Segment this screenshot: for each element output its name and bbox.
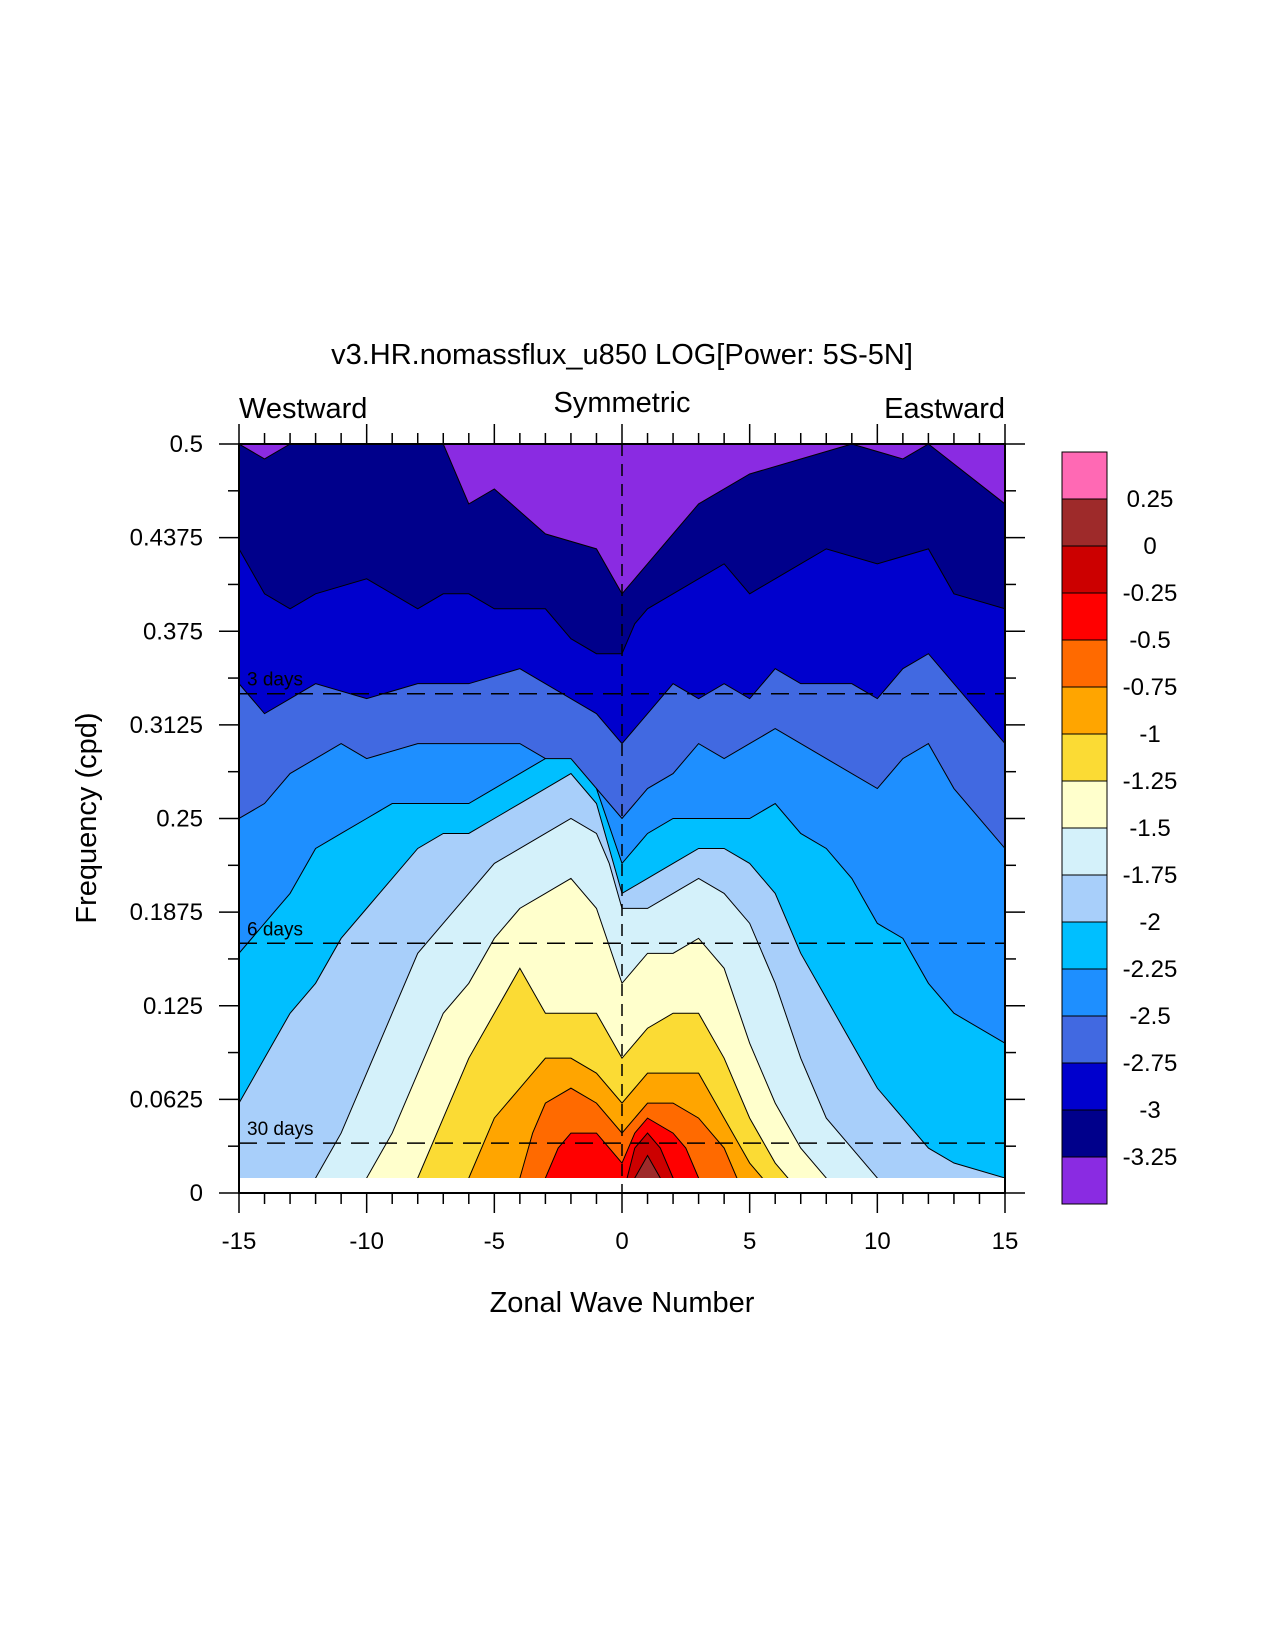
y-tick-label: 0.1875 [130, 899, 203, 926]
y-tick-label: 0.0625 [130, 1086, 203, 1113]
top-label-symmetric: Symmetric [554, 387, 691, 419]
colorbar-box-3 [1061, 592, 1108, 641]
colorbar-box-7 [1061, 780, 1108, 829]
colorbar-box-1 [1061, 498, 1108, 547]
colorbar-label-7: -1.5 [1129, 815, 1170, 842]
colorbar-label-10: -2.25 [1123, 956, 1178, 983]
x-tick-label: 0 [615, 1228, 628, 1255]
colorbar-box-4 [1061, 639, 1108, 688]
x-tick-label: 10 [864, 1228, 891, 1255]
y-tick-label: 0.25 [156, 806, 203, 833]
x-tick-label: 5 [743, 1228, 756, 1255]
colorbar-box-15 [1061, 1156, 1108, 1205]
colorbar: 0.25 0 -0.25 -0.5 -0.75 -1 -1.25 -1.5 -1.75 -2 -2.… [1061, 451, 1178, 1205]
y-axis-title: Frequency (cpd) [71, 712, 103, 923]
x-tick-label: 15 [992, 1228, 1019, 1255]
colorbar-label-1: 0 [1143, 533, 1156, 560]
x-tick-label: -10 [349, 1228, 384, 1255]
colorbar-label-0: 0.25 [1127, 486, 1174, 513]
period-label-1: 6 days [247, 919, 303, 940]
colorbar-box-5 [1061, 686, 1108, 735]
colorbar-label-8: -1.75 [1123, 862, 1178, 889]
top-label-eastward: Eastward [884, 393, 1005, 425]
plot-area [239, 444, 1005, 1193]
colorbar-box-0 [1061, 451, 1108, 500]
colorbar-label-12: -2.75 [1123, 1050, 1178, 1077]
colorbar-label-5: -1 [1139, 721, 1160, 748]
x-axis-title: Zonal Wave Number [490, 1287, 755, 1319]
colorbar-box-11 [1061, 968, 1108, 1017]
y-tick-label: 0 [190, 1180, 203, 1207]
x-tick-label: -5 [484, 1228, 505, 1255]
colorbar-label-4: -0.75 [1123, 674, 1178, 701]
y-tick-label: 0.5 [170, 431, 203, 458]
colorbar-box-12 [1061, 1015, 1108, 1064]
colorbar-label-9: -2 [1139, 909, 1160, 936]
y-tick-label: 0.125 [143, 993, 203, 1020]
colorbar-label-2: -0.25 [1123, 580, 1178, 607]
y-tick-label: 0.375 [143, 618, 203, 645]
colorbar-box-8 [1061, 827, 1108, 876]
colorbar-box-10 [1061, 921, 1108, 970]
colorbar-label-6: -1.25 [1123, 768, 1178, 795]
top-label-westward: Westward [239, 393, 367, 425]
colorbar-box-6 [1061, 733, 1108, 782]
period-label-2: 30 days [247, 1119, 314, 1140]
reference-lines: 3 days 6 days 30 days [239, 444, 1005, 1193]
colorbar-label-11: -2.5 [1129, 1003, 1170, 1030]
colorbar-label-13: -3 [1139, 1097, 1160, 1124]
colorbar-label-3: -0.5 [1129, 627, 1170, 654]
y-tick-label: 0.4375 [130, 525, 203, 552]
chart-title: v3.HR.nomassflux_u850 LOG[Power: 5S-5N] [331, 339, 913, 371]
colorbar-box-9 [1061, 874, 1108, 923]
y-tick-label: 0.3125 [130, 712, 203, 739]
colorbar-box-2 [1061, 545, 1108, 594]
axes: -15 -10 -5 0 5 10 15 0 0.0625 0.125 0.1875 0.25 0.31… [130, 424, 1025, 1255]
period-label-0: 3 days [247, 670, 303, 691]
colorbar-box-13 [1061, 1062, 1108, 1111]
colorbar-label-14: -3.25 [1123, 1144, 1178, 1171]
colorbar-box-14 [1061, 1109, 1108, 1158]
x-tick-label: -15 [222, 1228, 257, 1255]
